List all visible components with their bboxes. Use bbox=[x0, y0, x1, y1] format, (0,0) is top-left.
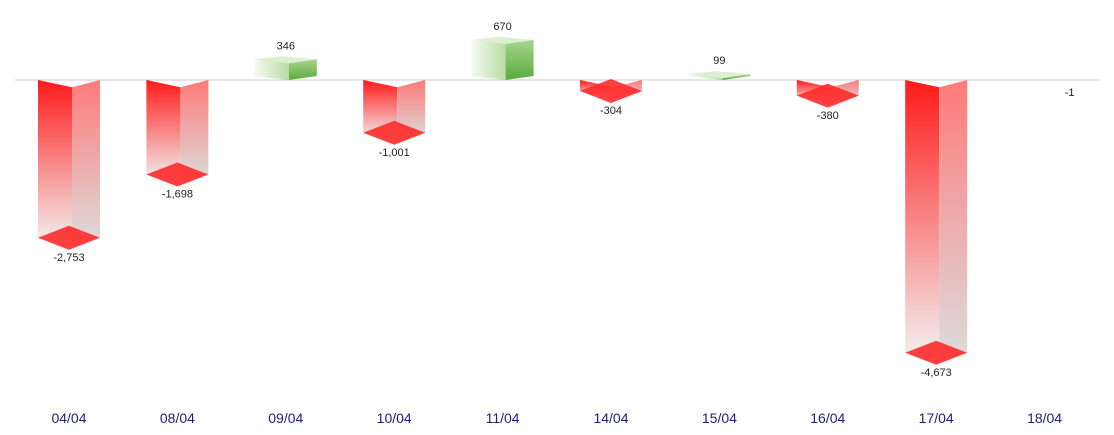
category-label: 11/04 bbox=[486, 410, 520, 426]
bar-11-04 bbox=[471, 36, 534, 80]
value-label: -2,753 bbox=[53, 252, 84, 264]
category-label: 04/04 bbox=[51, 410, 86, 426]
category-label: 10/04 bbox=[377, 410, 412, 426]
category-label: 18/04 bbox=[1027, 410, 1062, 426]
bar-front-face bbox=[471, 39, 506, 80]
bar-top-cap bbox=[688, 71, 751, 79]
value-label: 670 bbox=[493, 21, 511, 33]
value-label: 346 bbox=[277, 40, 295, 52]
bar-front-face bbox=[146, 80, 181, 182]
bar-bottom-cap bbox=[905, 340, 968, 365]
bar-front-face bbox=[688, 74, 723, 80]
bar-15-04 bbox=[688, 71, 751, 80]
value-label: -1 bbox=[1065, 87, 1075, 99]
bar-08-04 bbox=[146, 80, 209, 187]
bar-17-04 bbox=[905, 80, 968, 365]
bar-bottom-cap bbox=[363, 120, 426, 145]
category-label: 08/04 bbox=[160, 410, 195, 426]
bar-09-04 bbox=[254, 56, 317, 80]
bar-bottom-cap bbox=[146, 162, 209, 187]
bar-front-face bbox=[38, 80, 72, 245]
value-label: -1,001 bbox=[379, 147, 410, 159]
bar-side-face bbox=[939, 80, 968, 360]
category-label: 14/04 bbox=[593, 410, 628, 426]
bar-side-face bbox=[180, 80, 209, 182]
bar-side-face bbox=[288, 59, 317, 80]
bar-14-04 bbox=[580, 79, 642, 104]
bar-side-face bbox=[505, 39, 534, 80]
value-label: 99 bbox=[713, 55, 725, 67]
value-label: -380 bbox=[817, 110, 839, 122]
bar-bottom-cap bbox=[38, 225, 100, 250]
bar-bottom-cap bbox=[580, 79, 642, 104]
bar-front-face bbox=[254, 59, 289, 80]
bar-top-cap bbox=[254, 56, 317, 64]
category-axis: 04/04 08/04 09/04 10/04 11/04 14/04 15/04 16/04… bbox=[51, 410, 1062, 426]
bar-front-face bbox=[905, 80, 940, 360]
bars-layer bbox=[38, 36, 968, 365]
bar-16-04 bbox=[796, 80, 859, 108]
value-label: -4,673 bbox=[921, 367, 952, 379]
bar-10-04 bbox=[363, 80, 426, 145]
category-label: 17/04 bbox=[919, 410, 954, 426]
value-label: -304 bbox=[600, 105, 622, 117]
value-labels-layer: -2,753 -1,698 346 -1,001 670 -304 99 -380 -4,673… bbox=[53, 21, 1074, 379]
value-label: -1,698 bbox=[162, 189, 193, 201]
category-label: 16/04 bbox=[810, 410, 845, 426]
category-label: 09/04 bbox=[268, 410, 303, 426]
bar-bottom-cap bbox=[796, 83, 859, 108]
bar-04-04 bbox=[38, 80, 100, 250]
bar-side-face bbox=[72, 80, 100, 245]
bar-top-cap bbox=[471, 36, 534, 44]
category-label: 15/04 bbox=[702, 410, 737, 426]
bar-side-face bbox=[722, 74, 751, 80]
